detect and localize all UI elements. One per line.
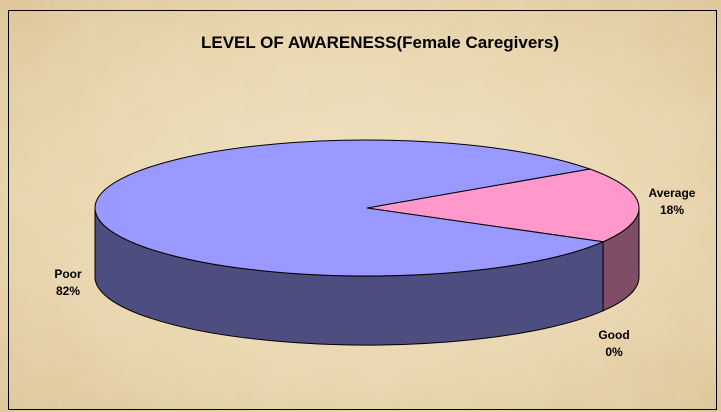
data-label: Average 18% <box>649 186 696 217</box>
pie-slice <box>366 168 640 243</box>
value-label: 0% <box>605 345 623 359</box>
pie-slice <box>94 139 605 277</box>
chart-frame <box>8 10 717 410</box>
category-label: Poor <box>54 267 82 281</box>
category-label: Good <box>598 328 629 342</box>
data-label: Good 0% <box>598 328 629 359</box>
pie: Average 18% Good 0% Poor 82% <box>54 139 696 359</box>
value-label: 82% <box>56 284 80 298</box>
chart-title: LEVEL OF AWARENESS(Female Caregivers) <box>201 33 559 52</box>
value-label: 18% <box>660 203 684 217</box>
data-label: Poor 82% <box>54 267 82 298</box>
category-label: Average <box>649 186 696 200</box>
